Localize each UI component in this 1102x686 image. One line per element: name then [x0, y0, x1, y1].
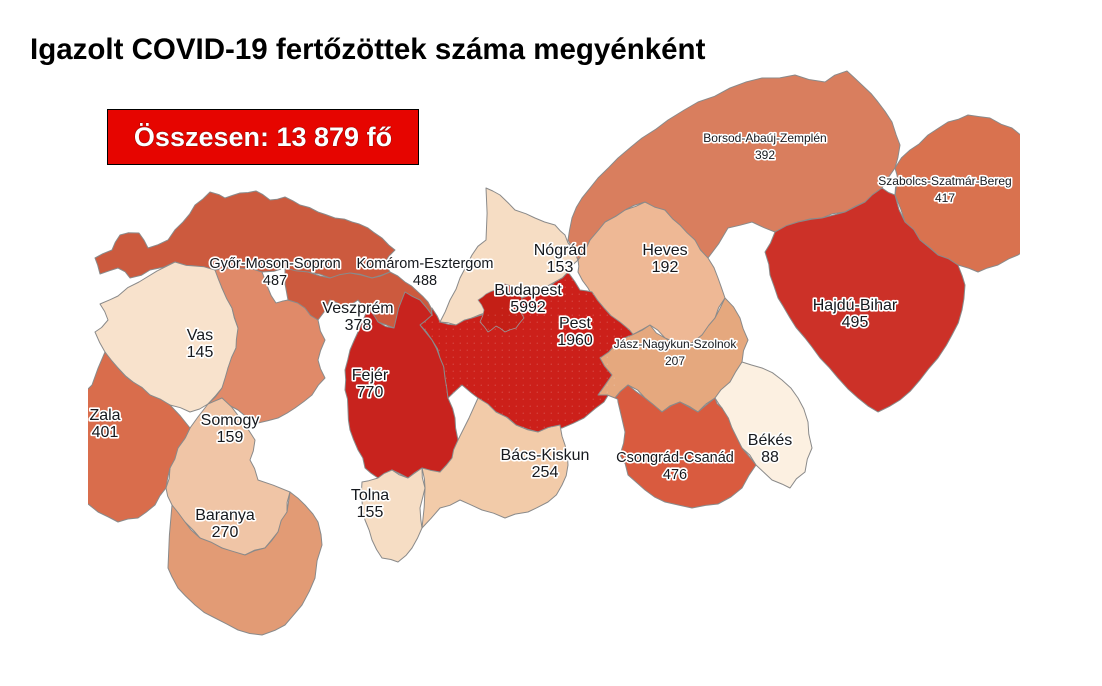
svg-text:Nógrád: Nógrád — [534, 242, 586, 259]
svg-text:Pest: Pest — [559, 315, 592, 332]
svg-text:254: 254 — [532, 464, 559, 481]
svg-text:88: 88 — [761, 449, 779, 466]
svg-text:5992: 5992 — [510, 299, 546, 316]
svg-text:Hajdú-Bihar: Hajdú-Bihar — [813, 297, 898, 314]
svg-text:392: 392 — [755, 148, 775, 162]
svg-text:Jász-Nagykun-Szolnok: Jász-Nagykun-Szolnok — [614, 337, 738, 351]
svg-text:Vas: Vas — [187, 327, 213, 344]
svg-text:145: 145 — [187, 344, 214, 361]
svg-text:487: 487 — [263, 273, 287, 289]
svg-text:Somogy: Somogy — [201, 412, 260, 429]
svg-text:Zala: Zala — [89, 407, 120, 424]
svg-text:153: 153 — [547, 259, 574, 276]
svg-text:Szabolcs-Szatmár-Bereg: Szabolcs-Szatmár-Bereg — [878, 174, 1011, 188]
svg-text:Csongrád-Csanád: Csongrád-Csanád — [616, 450, 734, 466]
svg-text:Baranya: Baranya — [195, 507, 255, 524]
svg-text:270: 270 — [212, 524, 239, 541]
svg-text:Bács-Kiskun: Bács-Kiskun — [501, 447, 590, 464]
svg-text:378: 378 — [345, 317, 372, 334]
svg-text:192: 192 — [652, 259, 679, 276]
svg-text:Budapest: Budapest — [494, 282, 562, 299]
svg-text:Borsod-Abaúj-Zemplén: Borsod-Abaúj-Zemplén — [703, 131, 826, 145]
svg-text:159: 159 — [217, 429, 244, 446]
svg-text:1960: 1960 — [557, 332, 593, 349]
svg-text:Győr-Moson-Sopron: Győr-Moson-Sopron — [209, 256, 340, 272]
svg-text:Fejér: Fejér — [352, 367, 389, 384]
svg-text:207: 207 — [665, 354, 685, 368]
svg-text:Komárom-Esztergom: Komárom-Esztergom — [357, 256, 494, 272]
svg-text:Békés: Békés — [748, 432, 792, 449]
svg-text:476: 476 — [663, 467, 687, 483]
svg-text:155: 155 — [357, 504, 384, 521]
svg-text:488: 488 — [413, 273, 437, 289]
svg-text:Heves: Heves — [642, 242, 687, 259]
svg-text:417: 417 — [935, 191, 955, 205]
svg-text:Veszprém: Veszprém — [322, 300, 393, 317]
svg-text:770: 770 — [357, 384, 384, 401]
svg-text:401: 401 — [92, 424, 119, 441]
svg-text:Tolna: Tolna — [351, 487, 389, 504]
svg-text:495: 495 — [842, 314, 869, 331]
